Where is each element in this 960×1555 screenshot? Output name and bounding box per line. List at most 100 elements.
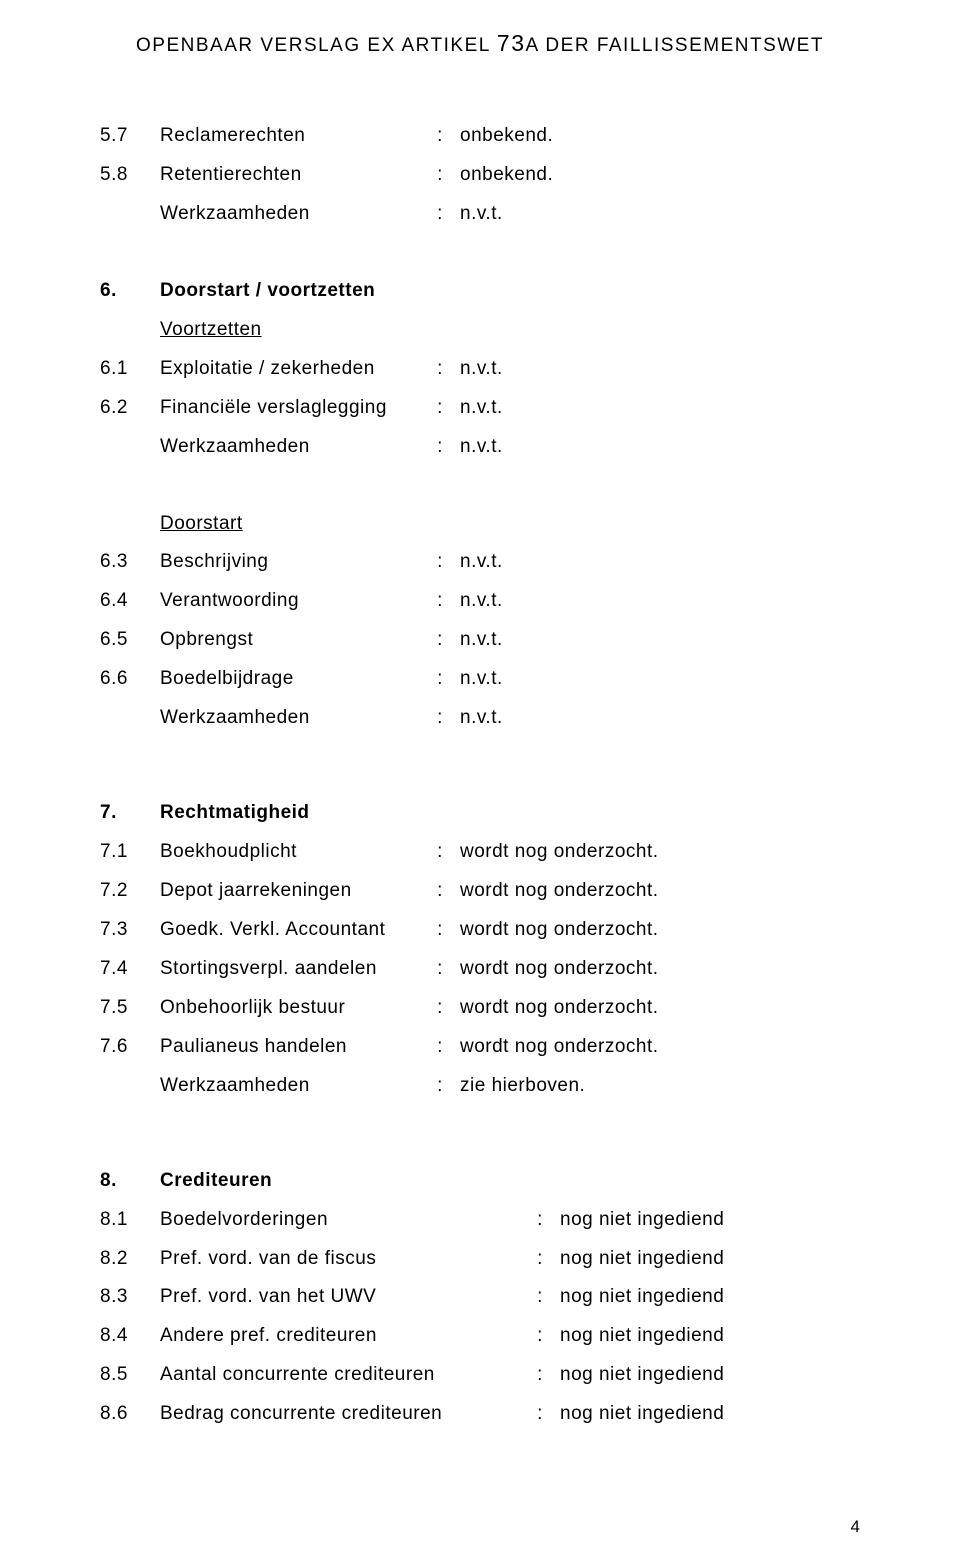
heading-num: 8. [100, 1162, 160, 1201]
row-num: 8.2 [100, 1240, 160, 1279]
row-8-1: 8.1 Boedelvorderingen : nog niet ingedie… [100, 1201, 860, 1240]
row-colon: : [420, 1028, 460, 1067]
row-value: n.v.t. [460, 582, 860, 621]
row-num: 7.6 [100, 1028, 160, 1067]
row-value: wordt nog onderzocht. [460, 872, 860, 911]
row-colon: : [420, 428, 460, 467]
row-colon: : [420, 950, 460, 989]
row-value: nog niet ingediend [560, 1356, 860, 1395]
row-label: Boedelbijdrage [160, 660, 420, 699]
row-value: n.v.t. [460, 660, 860, 699]
row-7-4: 7.4 Stortingsverpl. aandelen : wordt nog… [100, 950, 860, 989]
row-num: 6.2 [100, 389, 160, 428]
row-label: Bedrag concurrente crediteuren [160, 1395, 520, 1434]
heading-label: Doorstart / voortzetten [160, 272, 420, 311]
row-label: Depot jaarrekeningen [160, 872, 420, 911]
title-num: 73 [497, 30, 526, 56]
row-value: wordt nog onderzocht. [460, 950, 860, 989]
row-value: nog niet ingediend [560, 1317, 860, 1356]
row-value: nog niet ingediend [560, 1395, 860, 1434]
row-num: 8.5 [100, 1356, 160, 1395]
row-8-5: 8.5 Aantal concurrente crediteuren : nog… [100, 1356, 860, 1395]
row-label: Verantwoording [160, 582, 420, 621]
row-7-3: 7.3 Goedk. Verkl. Accountant : wordt nog… [100, 911, 860, 950]
row-label: Werkzaamheden [160, 195, 420, 234]
row-value: wordt nog onderzocht. [460, 989, 860, 1028]
row-5-8: 5.8 Retentierechten : onbekend. [100, 156, 860, 195]
row-num: 8.4 [100, 1317, 160, 1356]
subheading-doorstart: Doorstart [160, 505, 243, 544]
row-value: n.v.t. [460, 428, 860, 467]
row-label: Werkzaamheden [160, 699, 420, 738]
row-num: 5.7 [100, 117, 160, 156]
section-7-heading: 7. Rechtmatigheid [100, 794, 860, 833]
row-value: n.v.t. [460, 699, 860, 738]
row-value: n.v.t. [460, 543, 860, 582]
row-colon: : [520, 1240, 560, 1279]
row-num: 8.6 [100, 1395, 160, 1434]
row-6-2: 6.2 Financiële verslaglegging : n.v.t. [100, 389, 860, 428]
row-colon: : [520, 1395, 560, 1434]
row-value: onbekend. [460, 156, 860, 195]
row-label: Boedelvorderingen [160, 1201, 520, 1240]
row-colon: : [420, 117, 460, 156]
row-8-4: 8.4 Andere pref. crediteuren : nog niet … [100, 1317, 860, 1356]
spacer [100, 1106, 860, 1162]
row-6-5: 6.5 Opbrengst : n.v.t. [100, 621, 860, 660]
section-6-sub2: Doorstart [100, 505, 860, 544]
spacer [100, 467, 860, 505]
page-title: OPENBAAR VERSLAG EX ARTIKEL 73A DER FAIL… [100, 30, 860, 57]
row-colon: : [520, 1278, 560, 1317]
row-7-1: 7.1 Boekhoudplicht : wordt nog onderzoch… [100, 833, 860, 872]
page-number: 4 [851, 1517, 860, 1537]
row-colon: : [420, 1067, 460, 1106]
row-5-7: 5.7 Reclamerechten : onbekend. [100, 117, 860, 156]
row-7-5: 7.5 Onbehoorlijk bestuur : wordt nog ond… [100, 989, 860, 1028]
row-6-werk1: Werkzaamheden : n.v.t. [100, 428, 860, 467]
row-8-6: 8.6 Bedrag concurrente crediteuren : nog… [100, 1395, 860, 1434]
row-label: Pref. vord. van de fiscus [160, 1240, 520, 1279]
row-value: n.v.t. [460, 350, 860, 389]
row-colon: : [420, 911, 460, 950]
row-colon: : [520, 1317, 560, 1356]
spacer [100, 738, 860, 794]
row-label: Financiële verslaglegging [160, 389, 420, 428]
row-value: nog niet ingediend [560, 1201, 860, 1240]
row-label: Onbehoorlijk bestuur [160, 989, 420, 1028]
spacer [100, 234, 860, 272]
row-colon: : [420, 389, 460, 428]
row-num: 5.8 [100, 156, 160, 195]
row-value: wordt nog onderzocht. [460, 833, 860, 872]
row-colon: : [520, 1356, 560, 1395]
row-value: nog niet ingediend [560, 1240, 860, 1279]
row-6-werk2: Werkzaamheden : n.v.t. [100, 699, 860, 738]
row-7-werk: Werkzaamheden : zie hierboven. [100, 1067, 860, 1106]
section-6-heading: 6. Doorstart / voortzetten [100, 272, 860, 311]
heading-num: 7. [100, 794, 160, 833]
row-value: wordt nog onderzocht. [460, 1028, 860, 1067]
row-label: Stortingsverpl. aandelen [160, 950, 420, 989]
row-num: 6.1 [100, 350, 160, 389]
row-colon: : [420, 872, 460, 911]
row-num: 7.1 [100, 833, 160, 872]
subheading-voortzetten: Voortzetten [160, 311, 262, 350]
row-colon: : [420, 621, 460, 660]
row-num: 7.3 [100, 911, 160, 950]
row-colon: : [420, 350, 460, 389]
row-label: Opbrengst [160, 621, 420, 660]
row-value: n.v.t. [460, 621, 860, 660]
row-label: Beschrijving [160, 543, 420, 582]
row-num: 6.3 [100, 543, 160, 582]
row-colon: : [420, 833, 460, 872]
row-num: 7.5 [100, 989, 160, 1028]
row-7-6: 7.6 Paulianeus handelen : wordt nog onde… [100, 1028, 860, 1067]
row-colon: : [420, 699, 460, 738]
row-label: Exploitatie / zekerheden [160, 350, 420, 389]
row-label: Paulianeus handelen [160, 1028, 420, 1067]
row-value: n.v.t. [460, 389, 860, 428]
row-num: 8.3 [100, 1278, 160, 1317]
row-label: Werkzaamheden [160, 1067, 420, 1106]
row-label: Reclamerechten [160, 117, 420, 156]
row-label: Pref. vord. van het UWV [160, 1278, 520, 1317]
row-num: 7.4 [100, 950, 160, 989]
